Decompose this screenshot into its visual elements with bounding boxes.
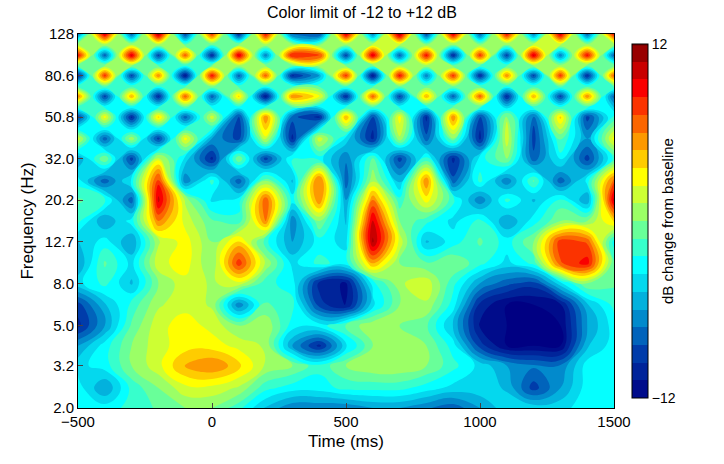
svg-text:1000: 1000: [463, 413, 496, 430]
svg-text:12.7: 12.7: [45, 233, 74, 250]
svg-text:5.0: 5.0: [53, 317, 74, 334]
svg-text:−500: −500: [61, 413, 95, 430]
svg-text:Frequency (Hz): Frequency (Hz): [18, 162, 37, 279]
svg-text:dB change from baseline: dB change from baseline: [659, 138, 676, 304]
svg-text:50.8: 50.8: [45, 108, 74, 125]
svg-text:80.6: 80.6: [45, 67, 74, 84]
svg-text:1500: 1500: [597, 413, 630, 430]
svg-text:8.0: 8.0: [53, 275, 74, 292]
svg-text:Color limit of -12 to +12 dB: Color limit of -12 to +12 dB: [267, 4, 457, 21]
svg-text:Time (ms): Time (ms): [308, 432, 384, 451]
svg-text:128: 128: [49, 25, 74, 42]
svg-text:0: 0: [208, 413, 216, 430]
svg-text:−12: −12: [652, 390, 676, 406]
svg-text:3.2: 3.2: [53, 357, 74, 374]
svg-text:2.0: 2.0: [53, 399, 74, 416]
svg-text:32.0: 32.0: [45, 150, 74, 167]
svg-text:20.2: 20.2: [45, 191, 74, 208]
svg-text:12: 12: [652, 36, 668, 52]
svg-text:500: 500: [333, 413, 358, 430]
